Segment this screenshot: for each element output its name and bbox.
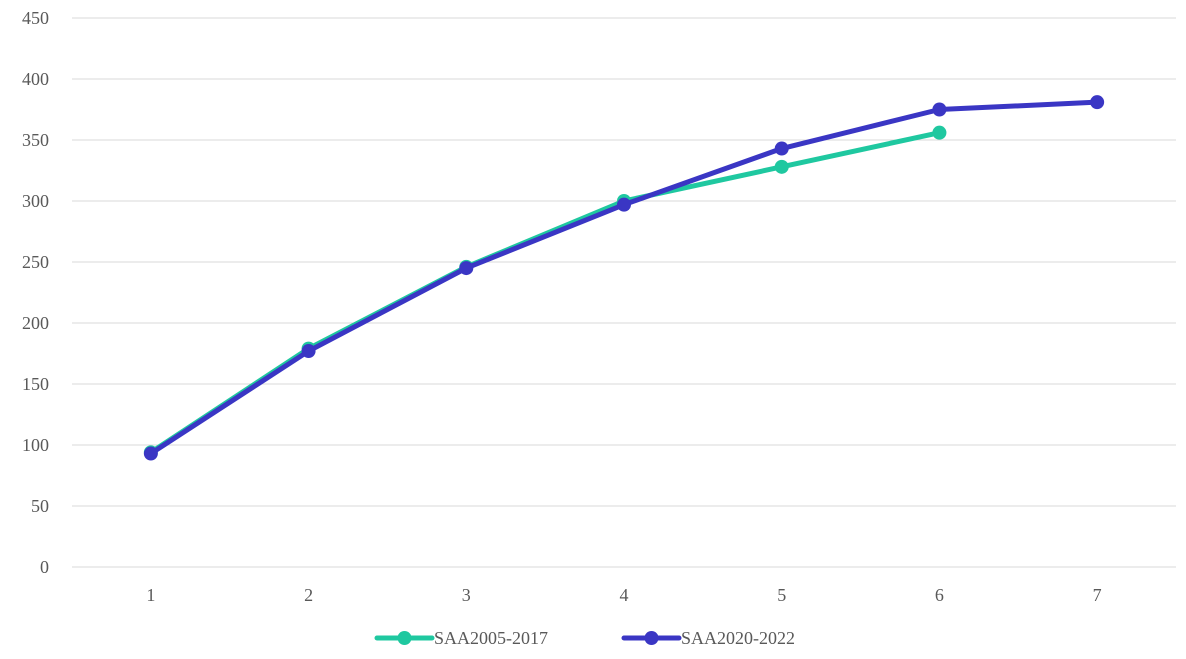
data-point: [774, 159, 789, 174]
data-point: [1090, 95, 1105, 110]
x-tick-label: 2: [304, 585, 313, 605]
series-lines: [143, 95, 1105, 461]
y-axis-ticks: 0 50 100 150 200 250 300 350 400 450: [22, 8, 49, 577]
y-tick-label: 300: [22, 191, 49, 211]
grid-lines: [72, 17, 1176, 568]
x-axis-ticks: 1 2 3 4 5 6 7: [146, 585, 1101, 605]
legend: SAA2005-2017 SAA2020-2022: [374, 628, 795, 648]
legend-item: SAA2020-2022: [621, 628, 795, 648]
series-SAA2020-2022: [143, 95, 1105, 461]
data-point: [143, 446, 158, 461]
series-line: [148, 130, 942, 455]
data-point: [459, 261, 474, 276]
x-tick-label: 1: [146, 585, 155, 605]
data-point: [617, 197, 631, 212]
legend-swatch-marker: [397, 631, 412, 645]
x-tick-label: 3: [462, 585, 471, 605]
series-SAA2005-2017: [143, 125, 947, 460]
x-tick-label: 6: [935, 585, 944, 605]
y-tick-label: 100: [22, 435, 49, 455]
x-tick-label: 4: [620, 585, 629, 605]
y-tick-label: 450: [22, 8, 49, 28]
y-tick-label: 350: [22, 130, 49, 150]
y-tick-label: 250: [22, 252, 49, 272]
legend-swatch-marker: [644, 631, 659, 645]
y-tick-label: 150: [22, 374, 49, 394]
data-point: [932, 125, 947, 140]
legend-item: SAA2005-2017: [374, 628, 548, 648]
series-line: [148, 99, 1100, 457]
y-tick-label: 50: [31, 496, 49, 516]
data-point: [774, 141, 789, 156]
x-tick-label: 5: [777, 585, 786, 605]
legend-label: SAA2005-2017: [434, 628, 548, 648]
y-tick-label: 0: [40, 557, 49, 577]
data-point: [301, 344, 316, 359]
y-tick-label: 200: [22, 313, 49, 333]
data-point: [932, 102, 947, 117]
x-tick-label: 7: [1093, 585, 1102, 605]
legend-label: SAA2020-2022: [681, 628, 795, 648]
y-tick-label: 400: [22, 69, 49, 89]
